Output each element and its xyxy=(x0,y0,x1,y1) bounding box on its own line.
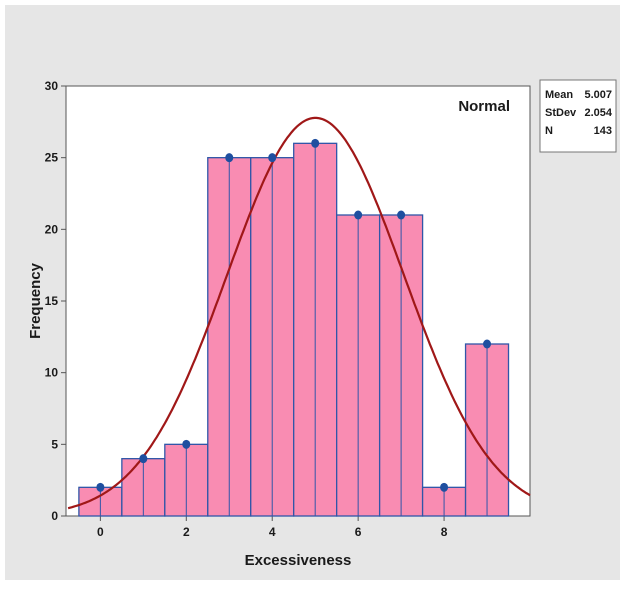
stats-box xyxy=(539,79,617,153)
y-tick-label: 20 xyxy=(45,222,59,236)
x-tick-label: 8 xyxy=(441,525,448,539)
bar-marker xyxy=(182,439,191,449)
tick-labels: 0 5 10 15 20 25 30 0 2 4 6 8 xyxy=(45,79,448,539)
stat-mean-label: Mean xyxy=(545,89,573,101)
y-tick-label: 25 xyxy=(45,151,59,165)
stat-mean-value: 5.007 xyxy=(584,89,612,101)
normal-fit-curve xyxy=(67,116,531,510)
bar-marker xyxy=(440,482,449,492)
bar-marker xyxy=(139,454,148,464)
bar-marker xyxy=(96,482,105,492)
bar-marker xyxy=(268,153,277,163)
y-tick-label: 15 xyxy=(45,294,59,308)
x-tick-label: 2 xyxy=(183,525,190,539)
bar-marker xyxy=(225,153,234,163)
stat-stdev-label: StDev xyxy=(545,107,577,119)
axis-ticks xyxy=(61,85,445,521)
stats-legend: Mean 5.007 StDev 2.054 N 143 xyxy=(539,79,617,153)
y-tick-label: 10 xyxy=(45,366,59,380)
stat-n-label: N xyxy=(545,125,553,137)
stat-n-value: 143 xyxy=(594,125,612,137)
y-tick-label: 0 xyxy=(51,509,58,523)
bar-marker xyxy=(483,339,492,349)
y-tick-label: 30 xyxy=(45,79,59,93)
x-tick-label: 6 xyxy=(355,525,362,539)
bar-marker xyxy=(311,138,320,148)
distribution-label: Normal xyxy=(458,98,510,115)
x-tick-label: 4 xyxy=(269,525,276,539)
stat-stdev-value: 2.054 xyxy=(584,107,612,119)
y-axis-title: Frequency xyxy=(27,262,44,339)
bar-marker xyxy=(354,210,363,220)
bar-marker xyxy=(397,210,406,220)
y-tick-label: 5 xyxy=(51,437,58,451)
x-axis-title: Excessiveness xyxy=(245,552,352,569)
bar-markers xyxy=(96,138,492,492)
x-tick-label: 0 xyxy=(97,525,104,539)
